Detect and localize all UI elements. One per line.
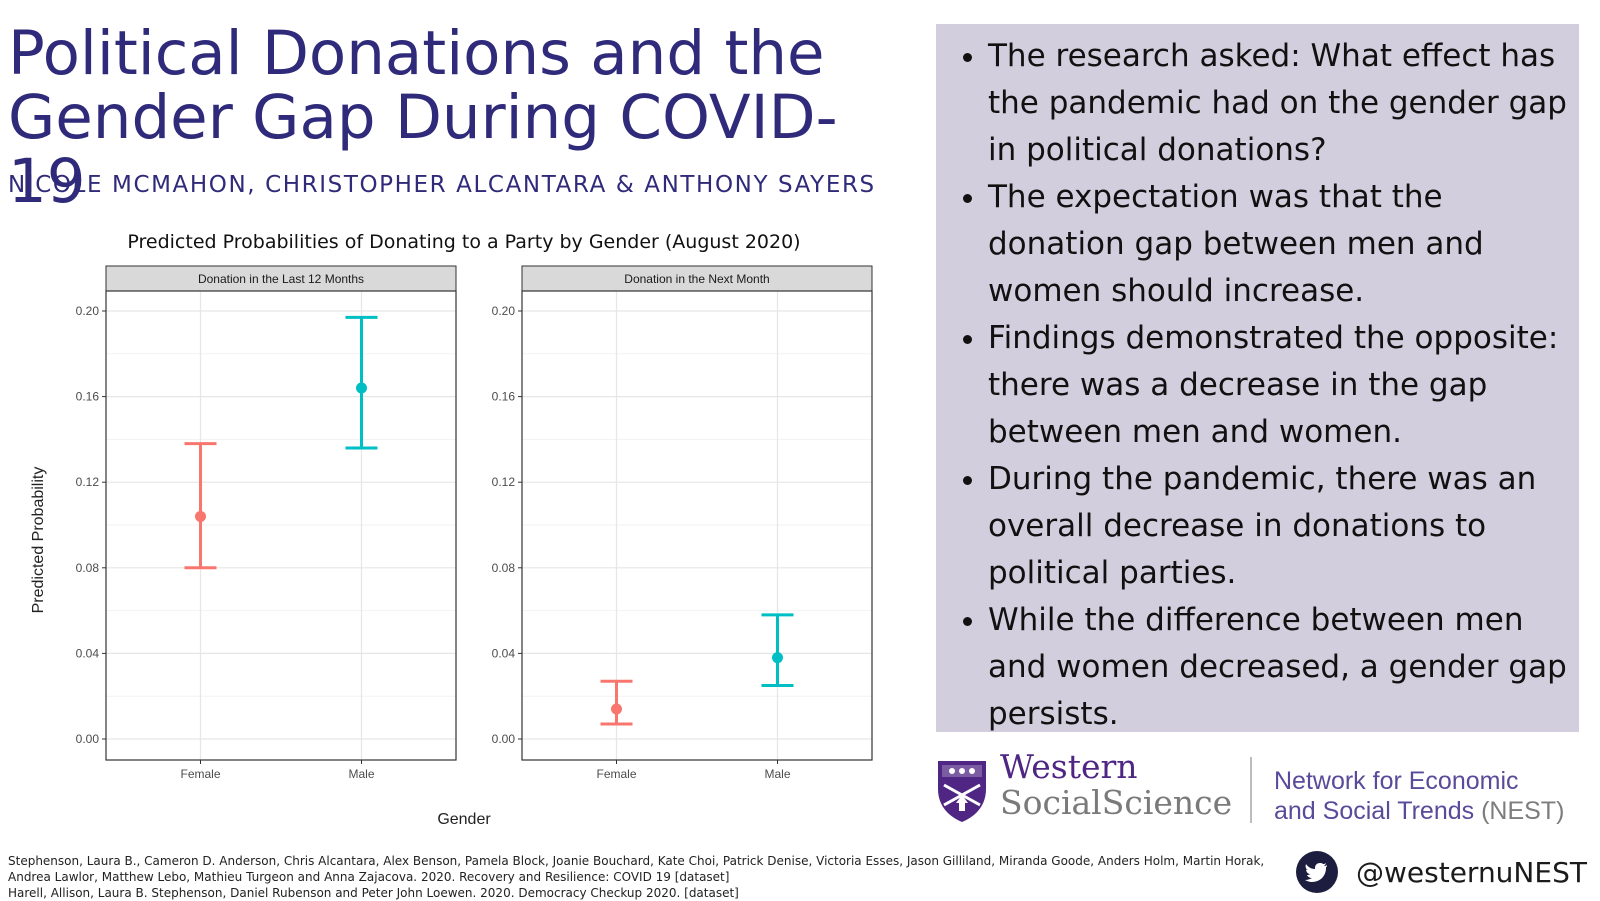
reference-2: Harell, Allison, Laura B. Stephenson, Da… bbox=[8, 886, 739, 900]
findings-list: The research asked: What effect has the … bbox=[936, 33, 1578, 738]
nest-line-2: and Social Trends (NEST) bbox=[1274, 797, 1564, 826]
x-tick-label: Male bbox=[348, 767, 374, 781]
western-subname: SocialScience bbox=[1000, 783, 1233, 822]
logo-divider bbox=[1250, 757, 1252, 823]
western-name: Western bbox=[1000, 747, 1138, 786]
facet-title: Donation in the Next Month bbox=[624, 272, 769, 286]
y-tick-label: 0.04 bbox=[76, 646, 100, 660]
authors-line: NICOLE MCMAHON, CHRISTOPHER ALCANTARA & … bbox=[8, 172, 876, 198]
y-tick-label: 0.20 bbox=[492, 304, 516, 318]
y-tick-label: 0.08 bbox=[76, 561, 100, 575]
x-tick-label: Female bbox=[596, 767, 636, 781]
data-point-male bbox=[772, 652, 783, 664]
x-axis-label: Gender bbox=[437, 811, 491, 828]
data-point-female bbox=[195, 510, 206, 522]
predicted-probability-chart: Predicted Probabilities of Donating to a… bbox=[30, 231, 873, 828]
twitter-handle[interactable]: @westernuNEST bbox=[1356, 856, 1587, 889]
references: Stephenson, Laura B., Cameron D. Anderso… bbox=[8, 853, 1288, 901]
facet-title: Donation in the Last 12 Months bbox=[198, 272, 364, 286]
reference-1: Stephenson, Laura B., Cameron D. Anderso… bbox=[8, 854, 1265, 884]
y-tick-label: 0.20 bbox=[76, 304, 100, 318]
nest-abbreviation: (NEST) bbox=[1481, 797, 1565, 825]
y-tick-label: 0.16 bbox=[76, 390, 100, 404]
y-tick-label: 0.12 bbox=[76, 475, 100, 489]
x-tick-label: Female bbox=[180, 767, 220, 781]
finding-bullet: The research asked: What effect has the … bbox=[988, 33, 1578, 174]
panel-border bbox=[105, 290, 457, 761]
finding-bullet: Findings demonstrated the opposite: ther… bbox=[988, 315, 1578, 456]
nest-line-2-text: and Social Trends bbox=[1274, 797, 1475, 825]
y-tick-label: 0.00 bbox=[492, 732, 516, 746]
y-tick-label: 0.08 bbox=[492, 561, 516, 575]
x-tick-label: Male bbox=[764, 767, 790, 781]
y-tick-label: 0.12 bbox=[492, 475, 516, 489]
y-axis-label: Predicted Probability bbox=[30, 467, 47, 614]
data-point-male bbox=[356, 382, 367, 394]
finding-bullet: The expectation was that the donation ga… bbox=[988, 174, 1578, 315]
facet-strip bbox=[105, 265, 457, 292]
page-title: Political Donations and the Gender Gap D… bbox=[8, 18, 838, 217]
findings-panel: The research asked: What effect has the … bbox=[936, 24, 1579, 732]
y-tick-label: 0.16 bbox=[492, 390, 516, 404]
chart-container: Predicted Probabilities of Donating to a… bbox=[0, 222, 910, 842]
chart-title: Predicted Probabilities of Donating to a… bbox=[127, 231, 800, 253]
y-tick-label: 0.04 bbox=[492, 646, 516, 660]
twitter-bird-icon[interactable] bbox=[1296, 851, 1338, 893]
data-point-female bbox=[611, 703, 622, 715]
facet-strip bbox=[521, 265, 873, 292]
finding-bullet: During the pandemic, there was an overal… bbox=[988, 456, 1578, 597]
panel-border bbox=[521, 290, 873, 761]
logo-area: Western SocialScience Network for Econom… bbox=[936, 749, 1596, 835]
y-tick-label: 0.00 bbox=[76, 732, 100, 746]
finding-bullet: While the difference between men and wom… bbox=[988, 597, 1578, 738]
nest-line-1: Network for Economic bbox=[1274, 767, 1519, 795]
western-shield-icon bbox=[938, 761, 986, 822]
